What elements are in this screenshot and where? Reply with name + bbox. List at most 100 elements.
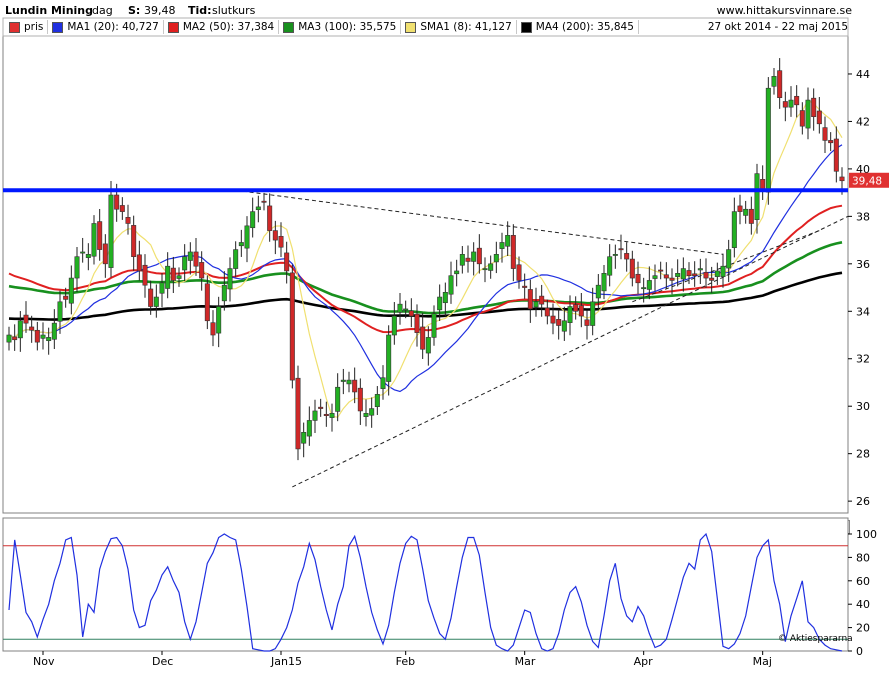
chart-title: Lundin Mining [5,4,93,17]
candle-body [567,306,573,323]
y-tick-label: 36 [856,258,870,271]
candle-body [646,280,652,290]
candle-body [482,268,488,271]
s-value: 39,48 [144,4,176,17]
candle-body [380,377,386,389]
candle-body [629,258,635,279]
legend-swatch [52,21,64,33]
candle-body [505,235,511,247]
candle-body [476,247,482,265]
y-tick-label: 26 [856,495,870,508]
candle-body [221,284,227,302]
candle-body [278,235,284,248]
candle-body [703,272,709,279]
rsi-y-tick-label: 20 [856,622,870,635]
candle-body [675,273,681,277]
candle-body [442,291,448,304]
price-legend: pris MA1 (20): 40,727 MA2 (50): 37,384 MA3 … [5,20,639,34]
candle-body [788,99,794,108]
candle-body [641,287,647,290]
candle-body [204,283,210,322]
candle-body [618,248,624,251]
tid-label: Tid: [188,4,212,17]
rsi-y-tick-label: 60 [856,575,870,588]
candle-body [80,251,86,254]
candle-body [306,420,312,437]
rsi-line [8,532,843,652]
candle-body [816,110,822,125]
candle-body [295,377,301,450]
candle-body [335,386,341,412]
candle-body [153,296,159,307]
candle-body [533,301,539,308]
candle-body [714,270,720,277]
candle-body [624,253,630,260]
rsi-y-tick-label: 80 [856,551,870,564]
candle-body [131,225,137,258]
candle-body [187,251,193,261]
candle-body [68,277,74,304]
candle-body [301,432,307,444]
candle-body [765,87,771,193]
candle-body [414,313,420,333]
price-legend-item: MA2 (50): 37,384 [164,20,280,34]
candle-body [499,242,505,249]
y-tick-label: 30 [856,400,870,413]
candle-body [686,270,692,276]
price-legend-item: MA4 (200): 35,845 [517,20,639,34]
legend-swatch [283,21,295,33]
candle-body [6,334,12,343]
candle-body [459,254,465,266]
candle-body [176,275,182,279]
candle-body [720,265,726,277]
y-tick-label: 38 [856,210,870,223]
candle-body [369,408,375,416]
sma1-line [8,99,843,418]
candle-body [527,289,533,310]
trendline-short [632,230,820,303]
candle-body [561,320,567,332]
y-tick-label: 40 [856,163,870,176]
candle-body [692,273,698,276]
y-tick-label: 28 [856,448,870,461]
candle-body [272,230,278,241]
site-link[interactable]: www.hittakursvinnare.se [716,4,852,17]
candle-body [46,337,52,342]
candle-body [51,322,57,340]
candle-body [170,267,176,281]
candle-body [777,70,783,99]
candle-body [329,413,335,418]
candle-body [340,379,346,382]
x-tick-label: Dec [152,655,173,668]
candle-body [210,322,216,336]
candle-body [391,315,397,336]
candle-body [590,301,596,326]
legend-label: MA4 (200): 35,845 [535,21,634,33]
candle-body [709,277,715,281]
candle-body [114,194,120,210]
candle-body [216,306,222,334]
candle-body [743,208,749,216]
legend-frame [2,17,849,37]
candle-body [323,413,329,417]
candle-body [737,205,743,212]
candle-body [403,308,409,311]
candle-body [227,268,233,290]
candle-body [148,288,154,307]
candle-body [119,205,125,212]
candle-body [493,254,499,263]
candle-body [550,315,556,324]
candle-body [431,313,437,338]
x-tick-label: Mar [515,655,536,668]
period-label: dag [92,4,113,17]
candle-body [386,334,392,382]
candle-body [267,205,273,231]
x-tick-label: Jan15 [270,655,302,668]
legend-swatch [520,21,532,33]
candle-body [471,251,477,262]
candle-body [811,97,817,117]
candle-body [658,269,664,272]
candle-body [771,76,777,87]
legend-label: MA2 (50): 37,384 [182,21,275,33]
